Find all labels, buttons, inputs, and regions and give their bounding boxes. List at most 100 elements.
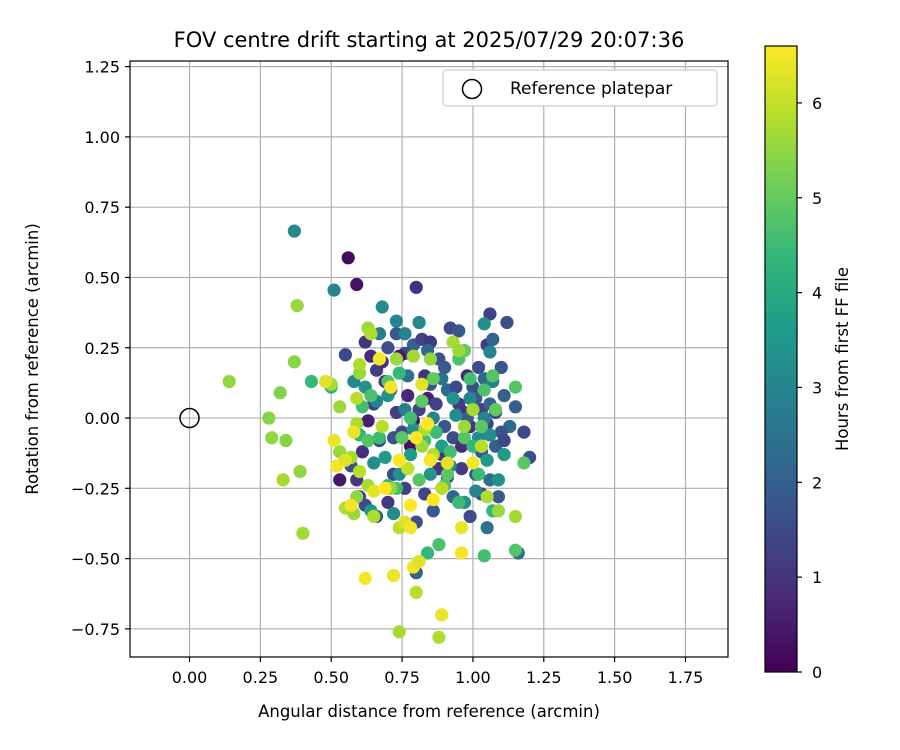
y-tick-label: −0.25 (71, 479, 120, 498)
data-point (440, 456, 455, 470)
data-point (486, 369, 500, 383)
colorbar-tick-label: 0 (812, 663, 822, 682)
x-tick-label: 0.75 (384, 668, 420, 687)
data-point (508, 509, 523, 524)
colorbar-tick-label: 2 (812, 473, 822, 492)
data-point (426, 492, 440, 507)
data-point (463, 509, 477, 524)
data-point (423, 352, 438, 366)
colorbar-ticks: 0 1 2 3 4 5 6 (797, 94, 822, 682)
colorbar-frame (764, 45, 798, 673)
data-point (517, 456, 531, 470)
colorbar-tick-label: 6 (812, 94, 822, 113)
data-point (287, 224, 301, 238)
data-point (494, 360, 508, 375)
data-point (378, 450, 392, 464)
y-axis-ticks: −0.75 −0.50 −0.25 0.00 0.25 0.50 0.75 1.00 1.25 (71, 58, 130, 639)
data-point (457, 431, 472, 445)
y-axis-title: Rotation from reference (arcmin) (23, 223, 42, 495)
data-point (466, 403, 480, 417)
data-point (477, 317, 491, 331)
data-point (378, 481, 392, 495)
data-point (491, 490, 506, 504)
x-tick-label: 1.00 (455, 668, 491, 687)
data-point (454, 546, 469, 560)
data-point (290, 298, 304, 313)
data-point (508, 400, 523, 414)
legend: Reference platepar (442, 69, 718, 107)
data-point (367, 484, 381, 498)
data-point (347, 425, 361, 439)
data-point (395, 431, 409, 445)
data-point (389, 314, 404, 328)
data-point (350, 391, 364, 405)
data-point (500, 315, 514, 330)
data-point (491, 504, 506, 518)
data-point (483, 345, 497, 359)
colorbar-tick-label: 1 (812, 568, 822, 587)
data-point (409, 280, 423, 294)
data-point (384, 380, 398, 394)
data-point (449, 408, 463, 422)
data-point (486, 332, 500, 346)
y-tick-label: 0.75 (84, 198, 120, 217)
data-point (262, 411, 276, 425)
data-point (491, 473, 506, 487)
data-point (406, 349, 421, 363)
data-point (489, 403, 503, 417)
data-point (279, 433, 293, 448)
x-tick-label: 1.25 (526, 668, 562, 687)
data-point (333, 400, 347, 414)
data-point (389, 352, 404, 366)
data-point (409, 585, 423, 599)
data-point (471, 467, 486, 481)
data-point (333, 473, 347, 487)
colorbar-tick-label: 4 (812, 284, 822, 303)
data-point (477, 549, 491, 563)
data-point (426, 372, 440, 386)
y-tick-label: −0.75 (71, 620, 120, 639)
data-point (304, 374, 318, 389)
data-point (293, 464, 307, 479)
y-tick-label: 0.00 (84, 409, 120, 428)
data-point (517, 425, 531, 439)
data-point (429, 397, 443, 411)
data-point (364, 388, 378, 403)
legend-entry-reference: Reference platepar (510, 79, 672, 99)
data-point (477, 383, 491, 397)
data-point (423, 467, 438, 481)
x-tick-label: 0.25 (243, 668, 279, 687)
data-point (392, 366, 406, 380)
data-point (429, 425, 443, 439)
data-point (403, 498, 418, 512)
data-point (355, 445, 369, 459)
data-point (483, 307, 497, 321)
data-point (222, 374, 236, 389)
data-point (466, 456, 480, 470)
data-point (480, 521, 494, 535)
data-point (471, 360, 486, 375)
data-point (457, 419, 472, 434)
data-point (446, 431, 460, 445)
data-point (497, 433, 511, 448)
data-point (432, 537, 446, 552)
y-tick-label: 1.00 (84, 128, 120, 147)
data-point (338, 453, 352, 467)
data-point (386, 507, 401, 521)
data-point (403, 447, 418, 462)
data-point (483, 428, 497, 442)
data-point (367, 456, 381, 470)
data-point (420, 546, 435, 560)
data-point (403, 521, 418, 535)
reference-marker-group (179, 407, 200, 429)
colorbar-tick-label: 5 (812, 189, 822, 208)
data-point (412, 554, 426, 569)
data-point (474, 419, 489, 434)
data-point (412, 315, 426, 330)
data-point (392, 625, 406, 639)
colorbar-label: Hours from first FF file (833, 267, 852, 451)
x-tick-label: 0.00 (172, 668, 208, 687)
data-point (381, 341, 395, 355)
data-point (454, 462, 469, 476)
data-point (426, 504, 440, 518)
